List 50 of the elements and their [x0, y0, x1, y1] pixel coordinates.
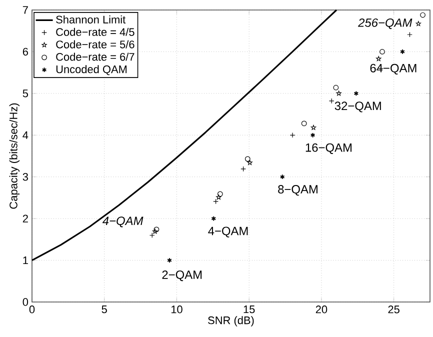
x-tick-label: 15 — [244, 306, 255, 314]
point — [167, 258, 172, 263]
legend-label: Code−rate = 4/5 — [56, 28, 134, 36]
point — [420, 12, 426, 18]
x-tick-label: 0 — [29, 306, 35, 314]
point — [400, 49, 405, 54]
y-tick-label: 6 — [22, 48, 28, 56]
x-tick-label: 20 — [316, 306, 328, 314]
point — [333, 84, 339, 90]
y-axis-title: Capacity (bits/sec/Hz) — [9, 103, 20, 209]
legend-label: Code−rate = 6/7 — [56, 52, 134, 61]
y-tick-label: 2 — [22, 214, 28, 222]
x-tick-label: 10 — [171, 306, 182, 314]
annotation: 16−QAM — [306, 143, 352, 154]
point — [247, 160, 252, 165]
point — [217, 191, 223, 197]
point — [407, 32, 412, 38]
x-axis-title: SNR (dB) — [208, 316, 254, 326]
x-tick-label: 5 — [102, 306, 107, 314]
annotation: 8−QAM — [278, 185, 318, 196]
y-tick-label: 0 — [22, 298, 28, 306]
annotation: 2−QAM — [162, 270, 202, 282]
point — [380, 49, 385, 54]
legend-label: Shannon Limit — [56, 15, 126, 24]
annotation: 32−QAM — [334, 102, 381, 112]
point — [211, 216, 216, 222]
point — [154, 226, 160, 232]
point — [354, 90, 359, 96]
annotation: 4−QAM — [102, 216, 144, 228]
point — [216, 194, 222, 200]
y-tick-label: 5 — [22, 90, 28, 98]
point — [376, 56, 382, 62]
point — [336, 90, 342, 96]
legend-label: Code−rate = 5/6 — [56, 40, 134, 48]
x-tick-label: 25 — [388, 306, 400, 314]
y-tick-label: 4 — [22, 131, 28, 139]
point — [244, 156, 250, 162]
point — [213, 198, 218, 204]
annotation: 64−QAM — [370, 64, 416, 75]
annotation: 256−QAM — [358, 18, 412, 30]
point — [416, 21, 421, 26]
y-tick-label: 7 — [22, 6, 28, 14]
point — [301, 120, 307, 126]
y-tick-label: 3 — [22, 172, 28, 181]
point — [240, 166, 246, 172]
point — [310, 124, 316, 130]
legend-label: Uncoded QAM — [56, 65, 127, 76]
y-tick-label: 1 — [23, 256, 28, 264]
annotation: 4−QAM — [208, 226, 248, 238]
point — [152, 228, 158, 234]
